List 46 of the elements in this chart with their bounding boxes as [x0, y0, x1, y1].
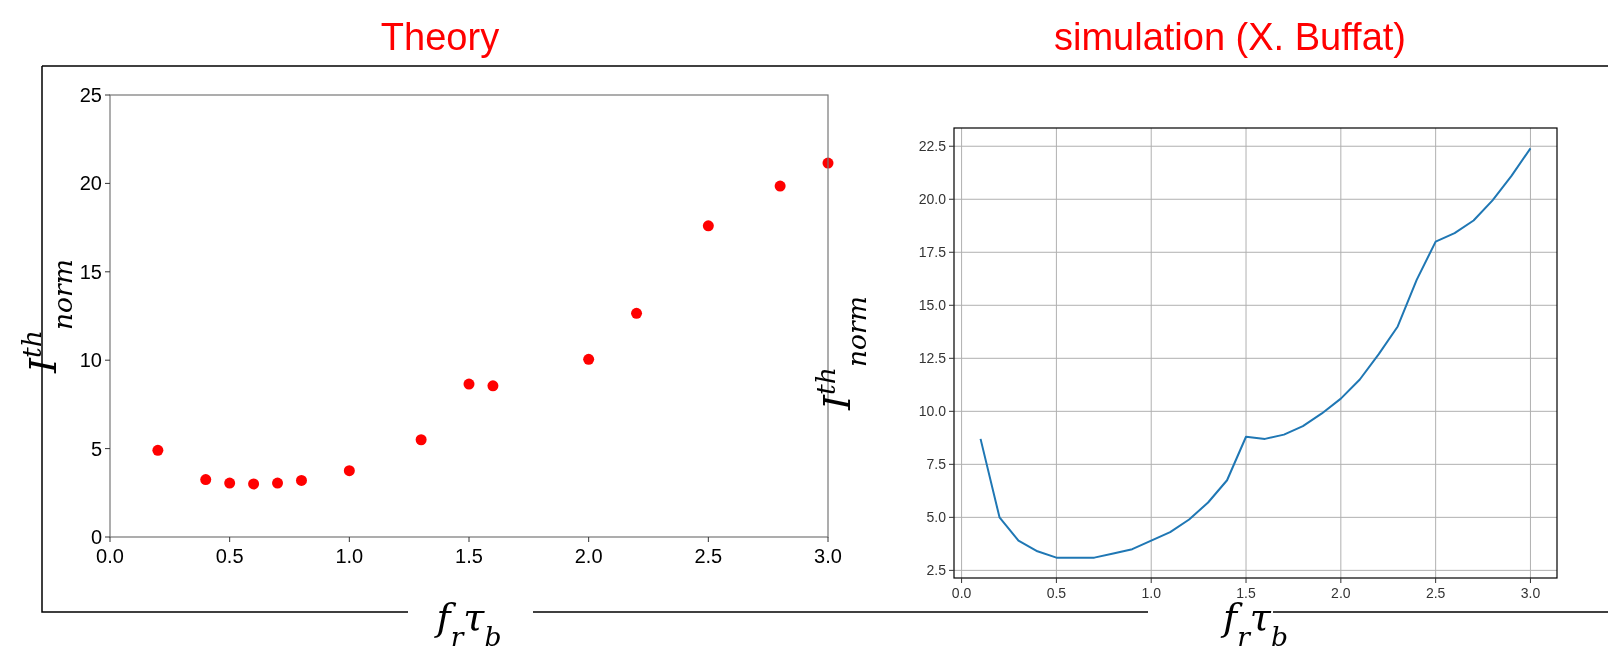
y-tick-label: 12.5 — [918, 350, 947, 367]
point — [583, 353, 595, 365]
x-tick-label: 1.0 — [1141, 585, 1162, 601]
x-tick-label: 2.5 — [1425, 585, 1446, 601]
point — [295, 474, 307, 486]
point — [774, 180, 786, 192]
point — [702, 220, 714, 232]
x-tick-label: 1.5 — [455, 545, 483, 567]
y-tick-label: 15.0 — [918, 297, 947, 314]
y-tick-label: 0 — [90, 526, 102, 548]
y-tick-label: 10 — [79, 349, 102, 372]
point — [631, 307, 643, 319]
x-tick-label: 3.0 — [814, 545, 842, 567]
y-tick-label: 20.0 — [918, 191, 947, 208]
x-tick-label: 1.0 — [335, 545, 364, 567]
x-tick-label: 0.5 — [215, 545, 244, 567]
y-tick-label: 5 — [90, 437, 102, 460]
x-axis-title: f$_{r}$τ$_{b}$ — [433, 595, 502, 652]
y-tick-label: 2.5 — [926, 562, 947, 579]
y-tick-label: 22.5 — [918, 138, 947, 155]
chart-title: simulation (X. Buffat) — [1053, 16, 1407, 58]
y-tick-label: 10.0 — [918, 403, 947, 420]
point — [200, 474, 212, 486]
point — [463, 378, 475, 390]
point — [272, 477, 284, 489]
x-tick-label: 0.5 — [1046, 585, 1067, 601]
y-tick-label: 15 — [79, 260, 102, 283]
point — [487, 380, 499, 392]
point — [224, 477, 236, 489]
y-tick-label: 17.5 — [918, 244, 947, 261]
y-tick-label: 5.0 — [926, 509, 947, 526]
x-tick-label: 2.5 — [694, 545, 723, 567]
x-tick-label: 2.0 — [574, 545, 603, 567]
x-tick-label: 0.0 — [96, 545, 124, 567]
x-tick-label: 3.0 — [1520, 585, 1541, 601]
y-tick-label: 7.5 — [926, 456, 947, 473]
x-tick-label: 2.0 — [1331, 585, 1351, 601]
line-series — [979, 147, 1532, 559]
x-tick-label: 0.0 — [951, 585, 972, 601]
y-tick-label: 25 — [79, 84, 102, 106]
point — [248, 478, 260, 490]
chart-title: Theory — [380, 16, 500, 58]
point — [343, 465, 355, 477]
point — [152, 444, 164, 456]
y-tick-label: 20 — [79, 172, 102, 195]
point — [415, 434, 427, 446]
